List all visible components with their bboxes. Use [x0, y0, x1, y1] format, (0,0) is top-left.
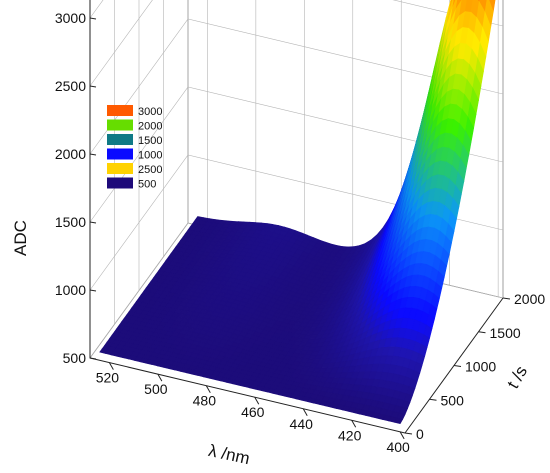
z-tick-label: 2500: [55, 78, 86, 94]
y-tick-label: 0: [416, 426, 424, 442]
x-tick-label: 400: [386, 439, 410, 455]
x-tick-label: 420: [338, 427, 362, 443]
x-tick-label: 440: [290, 416, 314, 432]
legend-label: 500: [138, 179, 156, 191]
y-tick: [478, 331, 486, 334]
x-tick-label: 480: [193, 393, 217, 409]
legend-label: 2000: [138, 121, 162, 133]
y-tick: [502, 297, 511, 300]
z-axis-label: ADC: [11, 220, 30, 256]
x-tick-label: 520: [96, 370, 120, 386]
x-tick: [351, 420, 357, 428]
z-tick: [89, 85, 97, 88]
grid-line-z: [89, 0, 104, 19]
z-tick-label: 2000: [55, 146, 86, 162]
z-tick: [89, 221, 97, 224]
x-tick: [205, 385, 211, 393]
z-tick-label: 1500: [55, 214, 86, 230]
x-tick: [399, 431, 405, 440]
legend-label: 2500: [138, 164, 162, 176]
y-tick-label: 1000: [465, 359, 496, 375]
legend-label: 1500: [138, 135, 162, 147]
legend-swatch: [107, 134, 133, 145]
legend-swatch: [107, 148, 133, 160]
y-tick-label: 500: [441, 392, 465, 408]
x-tick: [254, 396, 260, 405]
y-tick-label: 2000: [514, 291, 545, 307]
x-axis-label: λ /nm: [207, 441, 252, 468]
grid-line-z: [89, 0, 504, 87]
z-tick-label: 500: [63, 350, 87, 366]
axes: 500 1000 1500 2000 2500 3000 520 500 480 460 440 42…: [55, 0, 545, 455]
legend: 3000 2000 1500 1000 2500 500: [107, 105, 162, 191]
legend-swatch: [107, 163, 133, 174]
z-tick: [89, 357, 97, 360]
z-tick-label: 1000: [55, 282, 86, 298]
y-tick: [453, 365, 462, 367]
surface-plot: [99, 0, 496, 425]
legend-swatch: [107, 119, 133, 131]
legend-label: 3000: [138, 106, 162, 118]
x-axis-line: [89, 357, 406, 434]
x-tick: [108, 362, 114, 370]
z-tick: [89, 17, 97, 20]
legend-label: 1000: [138, 150, 162, 162]
y-axis-label: t /s: [503, 363, 531, 392]
x-tick-label: 500: [144, 381, 168, 397]
surface-cell: [393, 417, 404, 425]
z-tick-label: 3000: [55, 10, 86, 26]
y-tick: [429, 398, 437, 401]
y-tick-label: 1500: [490, 325, 521, 341]
y-tick: [404, 432, 413, 435]
x-tick: [157, 373, 163, 382]
x-tick-label: 460: [241, 404, 265, 420]
z-tick: [89, 289, 97, 292]
z-tick: [89, 153, 97, 156]
legend-swatch: [107, 177, 133, 189]
legend-swatch: [107, 105, 133, 116]
x-tick: [302, 408, 308, 417]
